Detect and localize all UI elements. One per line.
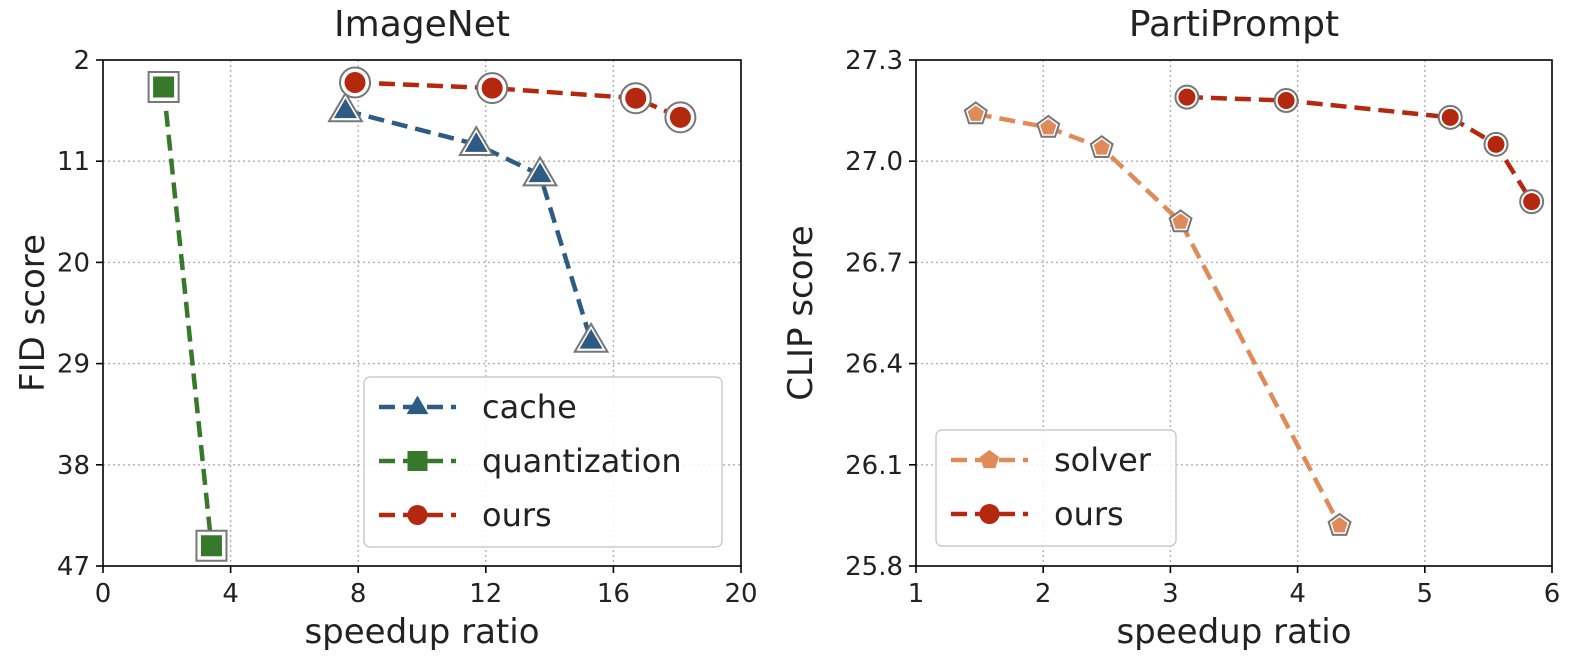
solver-point-dot: [1331, 517, 1348, 533]
cache-point: [327, 91, 364, 123]
legend-marker-ours: [979, 504, 1000, 524]
ours-point: [1519, 189, 1545, 215]
x-tick-label: 16: [597, 579, 630, 609]
y-tick-label: 25.8: [845, 552, 903, 582]
x-tick-label: 5: [1417, 579, 1434, 609]
ours-point: [1483, 131, 1509, 157]
ours-point: [1437, 104, 1463, 130]
ours-point-dot: [669, 106, 691, 128]
legend-label-solver: solver: [1054, 441, 1152, 479]
ours-point-dot: [344, 71, 366, 93]
x-tick-label: 2: [1035, 579, 1052, 609]
x-axis-label: speedup ratio: [1116, 612, 1351, 652]
y-tick-label: 47: [57, 552, 90, 582]
x-tick-label: 1: [908, 579, 925, 609]
y-tick-label: 20: [57, 248, 90, 278]
x-axis-label: speedup ratio: [304, 612, 539, 652]
cache-series-line: [344, 108, 594, 342]
ours-point-dot: [1523, 193, 1541, 211]
x-tick-label: 0: [95, 579, 112, 609]
ours-point: [339, 66, 372, 99]
quantization-point-dot: [153, 76, 175, 98]
cache-point-dot: [333, 98, 357, 119]
y-tick-label: 26.7: [845, 248, 903, 278]
legend: cache quantization ours: [363, 376, 723, 548]
legend-marker-solver: [979, 450, 1000, 469]
ours-point: [476, 72, 509, 105]
y-tick-label: 26.1: [845, 451, 903, 481]
solver-point: [1089, 134, 1114, 159]
ours-point-dot: [481, 77, 503, 99]
x-tick-label: 8: [350, 579, 367, 609]
legend-label-quantization: quantization: [482, 442, 682, 480]
solver-point: [1036, 114, 1061, 138]
legend-label-cache: cache: [482, 388, 577, 426]
x-tick-label: 20: [724, 579, 757, 609]
y-axis-label: FID score: [13, 234, 53, 392]
ours-point-dot: [1178, 88, 1196, 106]
cache-point-dot: [579, 329, 603, 349]
cache-point-dot: [464, 132, 488, 152]
x-tick-label: 4: [1289, 579, 1306, 609]
solver-point: [1327, 512, 1352, 536]
ours-point: [1174, 84, 1200, 110]
cache-point: [458, 125, 495, 157]
ours-point: [1273, 87, 1299, 113]
ours-point-dot: [625, 87, 647, 109]
quantization-point: [195, 529, 228, 562]
ours-point-dot: [1487, 135, 1505, 153]
y-axis-label: CLIP score: [781, 225, 821, 400]
x-tick-label: 4: [222, 579, 239, 609]
legend-box: [363, 376, 723, 548]
cache-point: [521, 155, 559, 187]
solver-point-dot: [967, 105, 984, 121]
y-tick-label: 29: [57, 350, 90, 380]
quantization-point-dot: [200, 535, 222, 557]
solver-point: [963, 101, 988, 125]
ours-series-line: [1186, 94, 1534, 203]
chart-title: PartiPrompt: [1129, 4, 1339, 45]
ours-point-dot: [1277, 91, 1295, 109]
y-tick-label: 26.4: [845, 350, 903, 380]
ours-point: [664, 101, 697, 134]
axes-frame: [102, 59, 742, 567]
imagenet-chart: 0 4 8 12 16 20 2 11 20 29 38 47 ImageNet speedup rati…: [13, 4, 758, 652]
legend: solver ours: [935, 429, 1177, 547]
solver-point-dot: [1040, 118, 1057, 135]
quantization-series-line: [161, 86, 214, 547]
ours-point: [619, 82, 652, 115]
y-tick-label: 11: [57, 147, 90, 177]
legend-label-ours: ours: [1054, 495, 1124, 533]
y-tick-label: 2: [73, 46, 90, 76]
axes-frame: [915, 59, 1553, 567]
cache-point-dot: [528, 162, 552, 183]
chart-title: ImageNet: [334, 4, 510, 45]
cache-point: [572, 321, 610, 353]
y-tick-label: 27.3: [845, 46, 903, 76]
solver-point-dot: [1093, 139, 1110, 155]
y-tick-label: 27.0: [845, 147, 903, 177]
x-tick-label: 6: [1544, 579, 1561, 609]
solver-point-dot: [1172, 213, 1189, 229]
solver-point: [1168, 209, 1193, 233]
legend-marker-cache: [406, 395, 429, 415]
ours-point-dot: [1441, 108, 1459, 126]
x-tick-label: 12: [469, 579, 502, 609]
legend-label-ours: ours: [482, 496, 552, 534]
legend-marker-quantization: [407, 451, 428, 471]
legend-marker-ours: [407, 505, 428, 525]
partiprompt-chart: 1 2 3 4 5 6 25.8 26.1 26.4 26.7 27.0 27.3 PartiPromp…: [781, 4, 1560, 652]
quantization-point: [147, 70, 180, 103]
x-tick-label: 3: [1162, 579, 1179, 609]
y-tick-label: 38: [57, 451, 90, 481]
